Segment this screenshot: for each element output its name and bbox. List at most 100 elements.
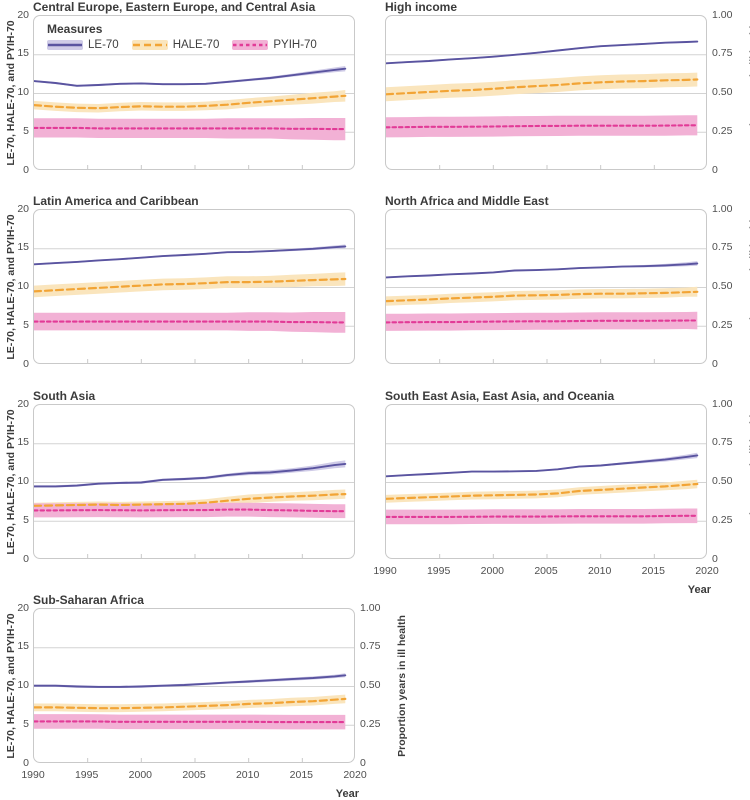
y-axis-tick-right: 0.50 [360, 679, 381, 691]
pyih-70-line [34, 320, 347, 324]
hale-70-band [386, 72, 698, 102]
chart-svg [34, 443, 354, 558]
plot-area [33, 15, 355, 170]
y-axis-tick-left: 20 [17, 397, 29, 410]
y-axis-tick-right: 0.25 [712, 318, 733, 331]
x-axis-tick: 1995 [426, 565, 451, 577]
plot-area [385, 15, 707, 170]
le-70-band [34, 460, 346, 488]
pyih-70-line [386, 124, 699, 129]
le-70-line [34, 462, 347, 488]
pyih-70-line [386, 514, 699, 518]
y-axis-tick-right: 0 [360, 756, 366, 769]
chart-svg [386, 443, 706, 558]
hale-70-line [34, 94, 347, 110]
chart-svg [386, 40, 706, 169]
y-axis-tick-left: 10 [17, 86, 29, 98]
panel-title: Central Europe, Eastern Europe, and Cent… [33, 0, 316, 14]
y-axis-tick-left: 0 [23, 552, 29, 565]
le-70-line [34, 245, 347, 266]
y-axis-tick-left: 5 [23, 717, 29, 730]
x-axis-tick: 2010 [587, 565, 612, 577]
y-axis-tick-right: 0.25 [712, 124, 733, 137]
le-70-line [34, 67, 347, 87]
panel-title: North Africa and Middle East [385, 194, 549, 208]
plot-area [33, 209, 355, 364]
x-axis-tick: 2005 [534, 565, 558, 577]
legend-label: HALE-70 [172, 39, 220, 51]
hale-70-line [34, 492, 347, 507]
x-axis-tick: 1990 [373, 565, 397, 577]
legend: Measures LE-70 HALE-70 PYIH-70 [47, 22, 330, 51]
pyih-70-line [34, 126, 347, 131]
plot-area [385, 404, 707, 559]
y-axis-tick-left: 5 [23, 513, 29, 526]
panel-title: High income [385, 0, 458, 14]
x-axis-tick: 2020 [343, 769, 367, 781]
x-axis-tick: 2010 [235, 769, 260, 781]
y-axis-tick-right: 0 [712, 357, 718, 370]
chart-svg [34, 54, 354, 169]
x-axis-tick: 2015 [289, 769, 313, 781]
y-axis-tick-right: 0.25 [360, 717, 381, 730]
hale-70-line [386, 482, 699, 500]
panel-title: South Asia [33, 389, 96, 403]
legend-items: LE-70 HALE-70 PYIH-70 [47, 39, 330, 51]
y-axis-tick-left: 0 [23, 357, 29, 370]
pyih-70-line [34, 508, 347, 513]
y-axis-tick-left: 15 [17, 47, 29, 60]
y-axis-tick-left: 10 [17, 280, 29, 292]
y-axis-tick-right: 0.75 [712, 436, 733, 449]
y-axis-tick-left: 0 [23, 756, 29, 769]
legend-title: Measures [47, 22, 103, 36]
y-axis-tick-left: 10 [17, 679, 29, 691]
y-axis-tick-left: 15 [17, 436, 29, 449]
left-axis-label: LE-70, HALE-70, and PYIH-70 [5, 612, 17, 759]
le-70-line [386, 454, 699, 478]
x-axis-label: Year [335, 788, 359, 800]
panel-title: Sub-Saharan Africa [33, 593, 144, 607]
x-axis-tick: 2000 [128, 769, 152, 781]
y-axis-tick-left: 20 [17, 8, 29, 21]
chart-svg [34, 244, 354, 363]
hale-70-line [34, 277, 347, 293]
x-axis-tick: 1995 [74, 769, 99, 781]
x-axis-tick: 2005 [182, 769, 206, 781]
y-axis-tick-right: 0.50 [712, 475, 733, 487]
y-axis-tick-right: 0.50 [712, 86, 733, 98]
x-axis-label: Year [687, 584, 711, 596]
hale-70-line [34, 697, 347, 710]
x-axis-tick: 2000 [480, 565, 504, 577]
x-axis-tick: 2015 [641, 565, 665, 577]
y-axis-tick-left: 10 [17, 475, 29, 487]
le-swatch-icon [47, 40, 83, 50]
hale-70-band [34, 694, 346, 713]
hale-70-line [386, 78, 699, 96]
y-axis-tick-left: 15 [17, 241, 29, 254]
y-axis-tick-left: 0 [23, 163, 29, 176]
y-axis-tick-right: 0.50 [712, 280, 733, 292]
x-axis-tick: 2020 [695, 565, 719, 577]
y-axis-tick-right: 0.25 [712, 513, 733, 526]
y-axis-tick-right: 1.00 [360, 601, 381, 614]
y-axis-tick-left: 5 [23, 318, 29, 331]
y-axis-tick-right: 0 [712, 552, 718, 565]
pyih-70-line [386, 319, 699, 324]
legend-item-pyih: PYIH-70 [232, 39, 317, 51]
x-axis-tick: 1990 [21, 769, 45, 781]
le-70-line [34, 674, 347, 688]
chart-svg [386, 248, 706, 363]
right-axis-label: Proportion years in ill health [396, 614, 408, 757]
y-axis-tick-right: 1.00 [712, 202, 733, 215]
hale-70-band [386, 479, 698, 503]
plot-area [385, 209, 707, 364]
y-axis-tick-left: 5 [23, 124, 29, 137]
le-70-line [386, 40, 699, 65]
y-axis-tick-right: 0.75 [712, 241, 733, 254]
y-axis-tick-left: 20 [17, 202, 29, 215]
legend-item-hale: HALE-70 [131, 39, 220, 51]
y-axis-tick-right: 0.75 [712, 47, 733, 60]
y-axis-tick-right: 0 [712, 163, 718, 176]
legend-label: LE-70 [88, 39, 119, 51]
